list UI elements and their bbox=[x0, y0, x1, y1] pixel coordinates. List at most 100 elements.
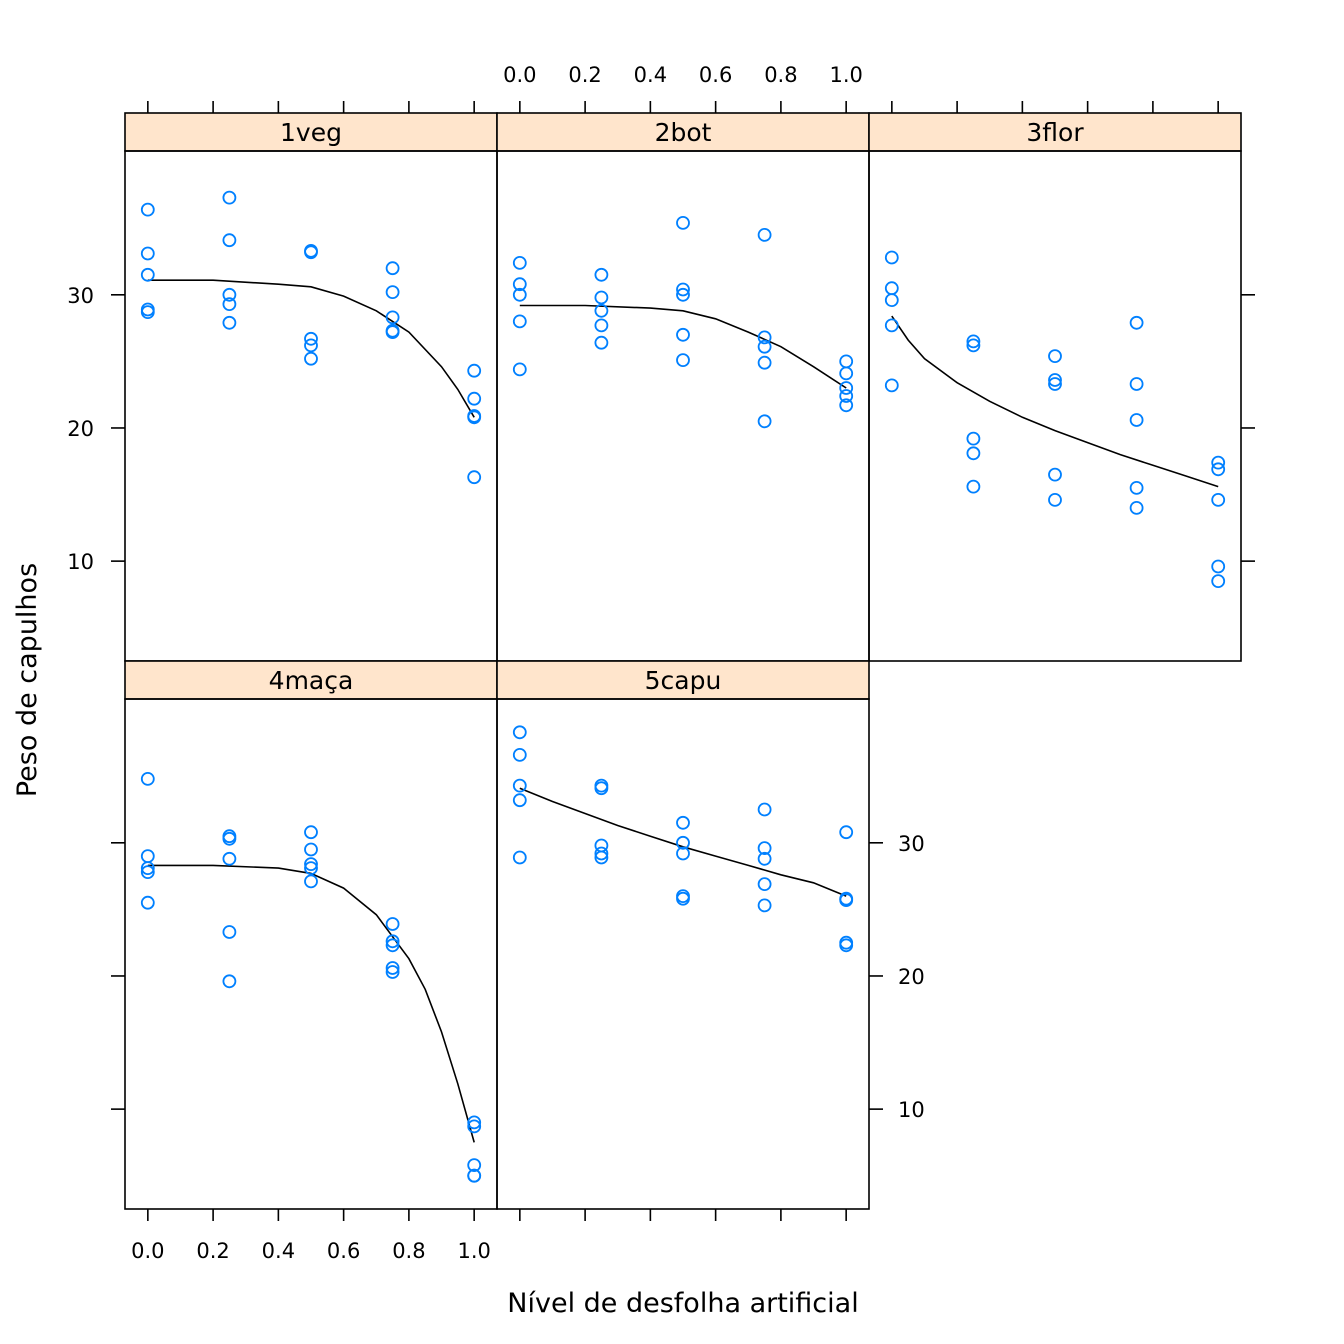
panels-layer: 1veg 2bot 3flor 4maça 5capu bbox=[124, 112, 1242, 1210]
strip-bg bbox=[868, 112, 1242, 152]
strip-label: 4maça bbox=[269, 666, 354, 695]
data-point bbox=[512, 850, 527, 865]
data-point bbox=[385, 917, 400, 931]
data-point bbox=[512, 725, 527, 740]
data-point bbox=[385, 261, 400, 276]
data-point bbox=[385, 325, 400, 340]
data-point bbox=[222, 851, 237, 866]
data-point bbox=[1129, 315, 1144, 330]
data-point bbox=[1129, 413, 1144, 427]
data-point bbox=[1129, 377, 1144, 391]
panel-frame bbox=[124, 150, 498, 662]
data-point bbox=[140, 849, 155, 863]
data-point bbox=[676, 282, 690, 297]
data-point bbox=[676, 215, 690, 230]
data-point bbox=[1048, 492, 1062, 507]
fitted-curve bbox=[147, 864, 475, 1143]
data-point bbox=[304, 338, 318, 353]
data-point bbox=[966, 446, 981, 461]
data-point bbox=[467, 1168, 482, 1183]
x-tick-label: 1.0 bbox=[829, 63, 862, 87]
data-point bbox=[1211, 462, 1226, 477]
data-point bbox=[385, 965, 400, 979]
data-point bbox=[222, 287, 237, 302]
strip-label: 3flor bbox=[1026, 118, 1084, 147]
data-point bbox=[676, 815, 690, 830]
x-tick-label: 0.4 bbox=[634, 63, 667, 87]
data-point bbox=[594, 318, 609, 333]
data-point bbox=[1048, 377, 1062, 391]
data-point bbox=[385, 310, 400, 325]
data-point bbox=[676, 287, 690, 302]
data-point bbox=[757, 414, 772, 429]
data-point bbox=[222, 925, 237, 939]
data-point bbox=[884, 281, 899, 296]
strip-bg bbox=[496, 660, 870, 700]
data-point bbox=[676, 353, 690, 368]
data-point bbox=[1048, 349, 1062, 364]
data-point bbox=[757, 877, 772, 891]
data-point bbox=[140, 895, 155, 910]
panel-3: 3flor bbox=[868, 112, 1242, 662]
data-point bbox=[757, 330, 772, 345]
panel-frame bbox=[496, 150, 870, 662]
data-point bbox=[140, 246, 155, 261]
x-tick-label: 0.8 bbox=[392, 1239, 425, 1263]
data-point bbox=[839, 398, 854, 413]
y-tick-label: 10 bbox=[67, 550, 94, 574]
data-point bbox=[1048, 373, 1062, 387]
data-point bbox=[839, 938, 854, 953]
panel-1: 1veg bbox=[124, 112, 498, 662]
data-point bbox=[757, 898, 772, 913]
data-point bbox=[222, 233, 237, 248]
data-point bbox=[467, 410, 482, 425]
data-point bbox=[1211, 559, 1226, 574]
data-point bbox=[222, 315, 237, 330]
data-point bbox=[304, 245, 318, 260]
data-point bbox=[1211, 492, 1226, 507]
data-point bbox=[512, 287, 527, 302]
data-point bbox=[222, 297, 237, 312]
x-axis-title: Nível de desfolha artificial bbox=[507, 1288, 858, 1319]
data-point bbox=[839, 389, 854, 403]
data-point bbox=[757, 355, 772, 370]
data-point bbox=[884, 293, 899, 308]
data-point bbox=[467, 363, 482, 378]
data-point bbox=[676, 327, 690, 342]
data-point bbox=[966, 431, 981, 446]
data-point bbox=[966, 334, 981, 349]
data-point bbox=[594, 290, 609, 305]
data-point bbox=[757, 841, 772, 855]
fitted-curve bbox=[519, 787, 847, 897]
data-point bbox=[676, 891, 690, 906]
panel-frame bbox=[124, 698, 498, 1210]
data-point bbox=[594, 303, 609, 318]
data-point bbox=[304, 861, 318, 875]
data-point bbox=[304, 331, 318, 346]
data-point bbox=[467, 1158, 482, 1172]
y-tick-label: 30 bbox=[898, 832, 925, 856]
x-tick-label: 0.8 bbox=[764, 63, 797, 87]
data-point bbox=[140, 861, 155, 875]
data-point bbox=[594, 781, 609, 796]
data-point bbox=[222, 190, 237, 205]
data-point bbox=[884, 378, 899, 393]
data-point bbox=[594, 335, 609, 350]
x-tick-label: 0.6 bbox=[699, 63, 732, 87]
data-point bbox=[140, 772, 155, 786]
y-axis-title: Peso de capulhos bbox=[12, 563, 43, 797]
panel-5: 5capu bbox=[496, 660, 870, 1210]
fitted-curve bbox=[519, 304, 847, 389]
strip-label: 5capu bbox=[645, 666, 722, 695]
data-point bbox=[304, 874, 318, 889]
data-point bbox=[676, 835, 690, 850]
data-point bbox=[467, 391, 482, 406]
panel-frame bbox=[496, 698, 870, 1210]
data-point bbox=[594, 846, 609, 861]
data-point bbox=[385, 285, 400, 300]
data-point bbox=[839, 354, 854, 369]
data-point bbox=[884, 250, 899, 265]
x-tick-label: 0.0 bbox=[503, 63, 536, 87]
data-point bbox=[385, 961, 400, 975]
